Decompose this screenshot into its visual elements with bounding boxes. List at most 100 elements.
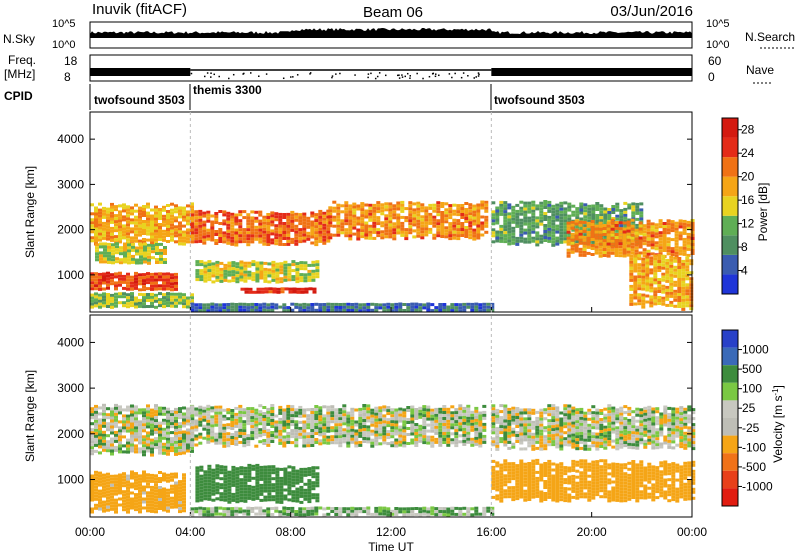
power-cell [254,303,259,306]
power-cell [186,299,190,303]
power-cell [162,302,166,306]
power-cell [202,229,207,233]
power-cell [166,304,170,308]
velocity-cell [178,480,182,484]
power-cell [150,220,154,224]
velocity-cell [227,473,232,477]
power-cell [138,304,142,308]
power-cell [174,240,178,244]
power-cell [312,287,317,291]
velocity-cell [198,414,203,418]
power-cell [637,275,642,279]
power-cell [303,273,308,277]
power-cell [416,207,421,211]
power-cell [90,305,94,309]
velocity-cell [250,410,255,414]
velocity-cell [519,420,524,424]
velocity-cell [318,439,323,443]
velocity-cell [226,432,231,436]
velocity-cell [162,490,166,494]
velocity-cell [162,487,166,491]
velocity-cell [450,426,455,430]
velocity-cell [142,506,146,510]
velocity-cell [134,420,138,424]
power-cell [154,217,158,221]
power-cell [356,216,361,220]
power-cell [685,256,690,260]
velocity-cell [511,412,516,416]
power-cell [198,227,203,231]
power-cell [130,236,134,240]
power-cell [690,240,695,243]
power-cell [336,215,341,219]
power-cell [122,236,126,240]
velocity-cell [287,486,292,490]
power-cell [90,221,94,225]
velocity-cell [138,423,142,427]
power-cell [239,269,244,273]
power-cell [310,226,315,230]
velocity-cell [442,423,447,426]
power-cell [428,206,433,210]
velocity-cell [255,481,260,485]
power-cell [199,272,204,276]
velocity-cell [414,429,419,432]
nave-dot [460,76,463,79]
velocity-cell [130,419,134,423]
power-cell [170,273,174,277]
power-cell [543,206,548,209]
power-cell [503,237,508,241]
velocity-cell [162,448,166,452]
power-cell [98,302,102,306]
power-cell [464,220,469,223]
power-cell [138,301,142,305]
power-cell [147,243,151,247]
velocity-cell [275,473,280,477]
power-cell [295,274,300,278]
velocity-cell [295,478,300,482]
velocity-cell [275,482,280,486]
power-cell [202,241,207,245]
velocity-cell [126,414,130,418]
power-cell [190,202,194,206]
power-cell [570,235,575,239]
power-cell [110,273,114,277]
velocity-cell [138,498,142,502]
power-cell [566,251,571,255]
power-cell [306,309,311,313]
velocity-cell [190,446,194,450]
velocity-cell [199,465,204,469]
velocity-cell [278,405,283,409]
power-cell [460,216,465,219]
velocity-cell [310,420,315,423]
power-cell [102,272,106,276]
power-cell [130,218,134,222]
velocity-cell [499,416,504,420]
power-cell [190,222,195,226]
power-cell [606,251,611,255]
velocity-cell [499,431,504,435]
power-cell [315,263,320,267]
power-cell [645,276,650,280]
power-cell [677,302,682,305]
power-cell [186,204,190,208]
power-cell [150,232,154,236]
station-title: Inuvik (fitACF) [92,1,187,18]
power-cell [322,220,327,224]
power-cell [243,270,248,274]
power-cell [464,229,469,232]
velocity-cell [223,495,228,499]
power-cell [162,208,166,212]
velocity-cell [462,442,467,446]
velocity-cell [130,500,134,504]
velocity-cell [158,409,162,413]
velocity-cell [210,424,215,428]
power-cell [252,290,257,294]
beam-title: Beam 06 [363,4,423,21]
power-cell [452,218,457,222]
power-cell [98,238,102,242]
power-cell [690,249,695,252]
velocity-cell [271,498,276,502]
velocity-cell [442,435,447,438]
velocity-cell [138,432,142,436]
